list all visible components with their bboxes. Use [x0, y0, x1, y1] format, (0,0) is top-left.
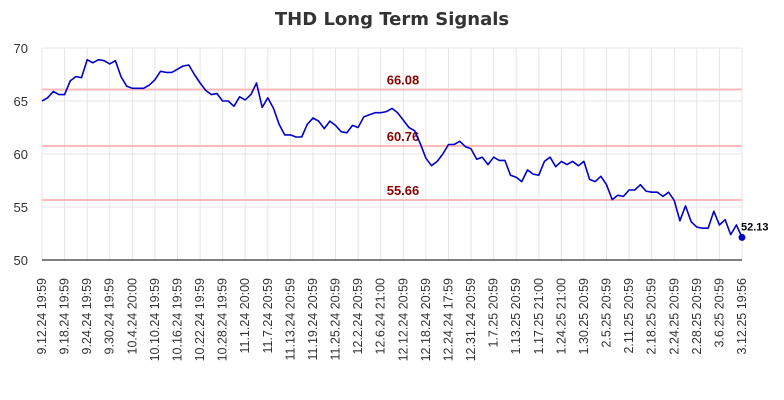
x-tick-label: 12.31.24 20:59 — [464, 278, 478, 361]
chart-title: THD Long Term Signals — [275, 9, 509, 30]
x-tick-label: 11.13.24 20:59 — [283, 278, 297, 361]
last-value-label: 52.13 — [741, 221, 769, 233]
x-tick-label: 9.30.24 19:59 — [103, 278, 117, 355]
x-tick-label: 1.17.25 21:00 — [532, 278, 546, 355]
price-line — [41, 58, 743, 238]
x-tick-label: 12.6.24 21:00 — [374, 278, 388, 355]
y-tick-label: 55 — [14, 200, 28, 215]
x-tick-label: 1.13.25 20:59 — [509, 278, 523, 355]
x-tick-label: 9.24.24 19:59 — [80, 278, 94, 355]
last-point-marker — [738, 233, 746, 241]
x-tick-label: 12.24.24 17:59 — [441, 278, 455, 361]
x-tick-label: 12.12.24 20:59 — [396, 278, 410, 361]
y-tick-label: 50 — [14, 253, 28, 268]
x-tick-label: 2.5.25 20:59 — [600, 278, 614, 348]
x-tick-label: 2.28.25 20:59 — [690, 278, 704, 355]
x-tick-label: 2.11.25 20:59 — [622, 278, 636, 354]
x-tick-label: 10.22.24 19:59 — [193, 278, 207, 361]
x-tick-label: 1.7.25 20:59 — [487, 278, 501, 348]
x-tick-label: 2.24.25 20:59 — [667, 278, 681, 355]
x-tick-label: 1.30.25 20:59 — [577, 278, 591, 355]
x-tick-label: 1.24.25 21:00 — [554, 278, 568, 355]
x-tick-label: 11.1.24 20:00 — [238, 278, 252, 354]
x-tick-label: 10.4.24 20:00 — [125, 278, 139, 355]
x-tick-label: 10.10.24 19:59 — [148, 278, 162, 361]
x-tick-label: 10.16.24 19:59 — [170, 278, 184, 361]
x-tick-label: 9.18.24 19:59 — [58, 278, 72, 355]
last-value: 52.13 — [738, 221, 769, 241]
y-tick-labels: 50 55 60 65 70 — [14, 41, 28, 268]
x-tick-label: 3.6.25 20:59 — [712, 278, 726, 348]
x-tick-label: 11.19.24 20:59 — [306, 278, 320, 361]
x-tick-label: 10.28.24 19:59 — [216, 278, 230, 361]
y-tick-label: 60 — [14, 147, 28, 162]
y-tick-label: 65 — [14, 94, 28, 109]
x-tick-label: 3.12.25 19:56 — [735, 278, 749, 355]
level-label: 60.76 — [387, 129, 420, 144]
support-resistance-levels: 66.08 60.76 55.66 — [42, 73, 742, 202]
series — [41, 58, 743, 238]
level-label: 66.08 — [387, 73, 420, 88]
x-tick-label: 12.18.24 20:59 — [419, 278, 433, 361]
x-tick-label: 9.12.24 19:59 — [35, 278, 49, 355]
x-tick-label: 11.25.24 20:59 — [329, 278, 343, 361]
y-tick-label: 70 — [14, 41, 28, 56]
x-tick-labels: 9.12.24 19:59 9.18.24 19:59 9.24.24 19:59 9… — [35, 278, 749, 361]
x-tick-label: 11.7.24 20:59 — [261, 278, 275, 354]
x-tick-label: 2.18.25 20:59 — [645, 278, 659, 355]
level-label: 55.66 — [387, 183, 420, 198]
x-tick-label: 12.2.24 20:59 — [351, 278, 365, 355]
grid — [41, 47, 743, 261]
